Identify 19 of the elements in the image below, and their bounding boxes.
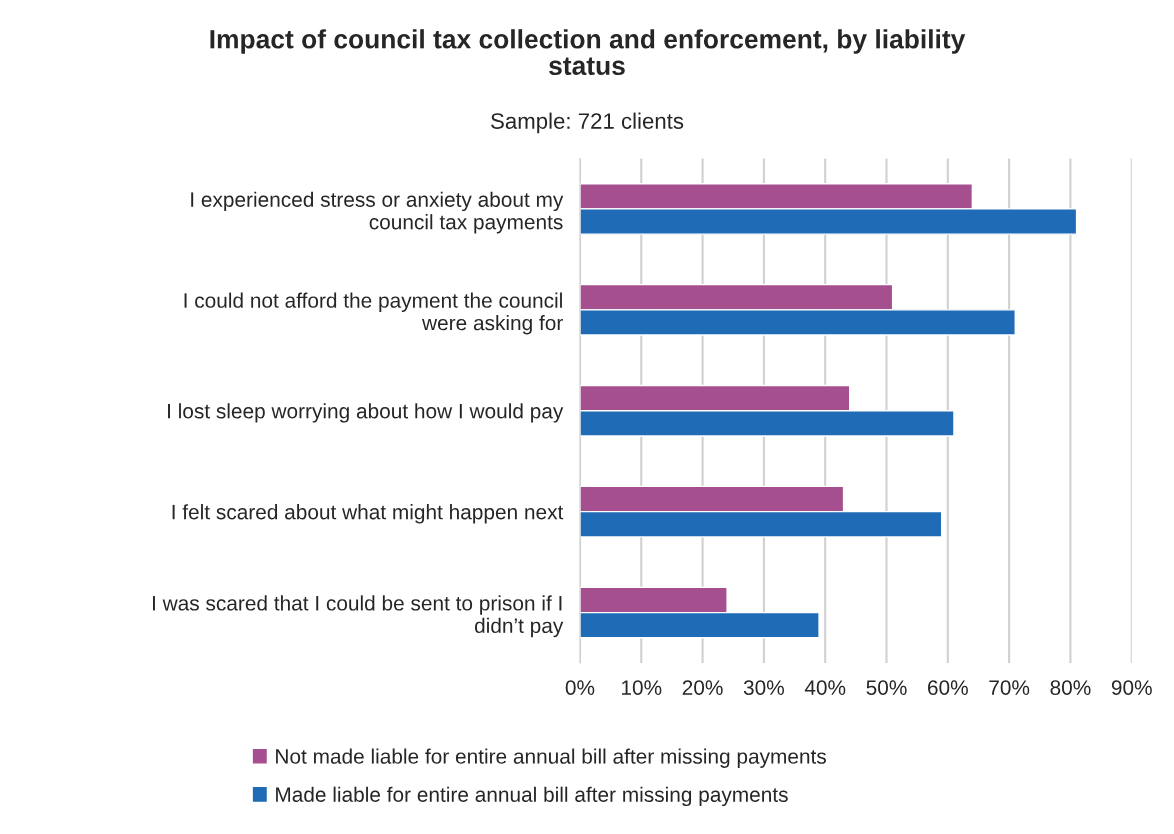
legend-label: Not made liable for entire annual bill after missing payments (276, 748, 826, 768)
legend-label: Made liable for entire annual bill after missing payments (276, 786, 788, 807)
x-tick-label: 30% (743, 680, 784, 695)
x-tick-label: 40% (804, 680, 846, 695)
chart-title: Impact of council tax collection and enforcement, by liability status (210, 29, 966, 76)
y-tick-label: I was scared that I could be sent to prison if I didn’t pay (152, 595, 564, 638)
x-tick-label: 50% (866, 680, 907, 695)
x-tick-label: 90% (1111, 680, 1152, 695)
x-tick-label: 80% (1050, 680, 1091, 695)
x-tick-label: 60% (928, 680, 968, 695)
y-tick-label: I experienced stress or anxiety about my council tax payments (191, 191, 564, 234)
y-tick-label: I lost sleep worrying about how I would pay (168, 403, 564, 423)
chart-subtitle: Sample: 721 clients (491, 112, 684, 134)
x-tick-label: 0% (565, 680, 595, 695)
y-tick-label: I could not afford the payment the council were asking for (184, 292, 563, 335)
x-tick-label: 20% (682, 680, 723, 695)
x-tick-label: 10% (622, 680, 662, 695)
x-tick-label: 70% (989, 680, 1030, 695)
y-tick-label: I felt scared about what might happen next (172, 504, 564, 524)
